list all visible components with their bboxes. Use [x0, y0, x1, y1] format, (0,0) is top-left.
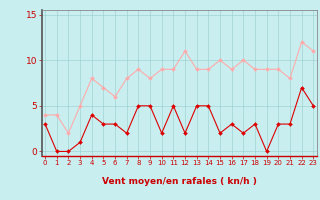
X-axis label: Vent moyen/en rafales ( kn/h ): Vent moyen/en rafales ( kn/h ): [102, 177, 257, 186]
